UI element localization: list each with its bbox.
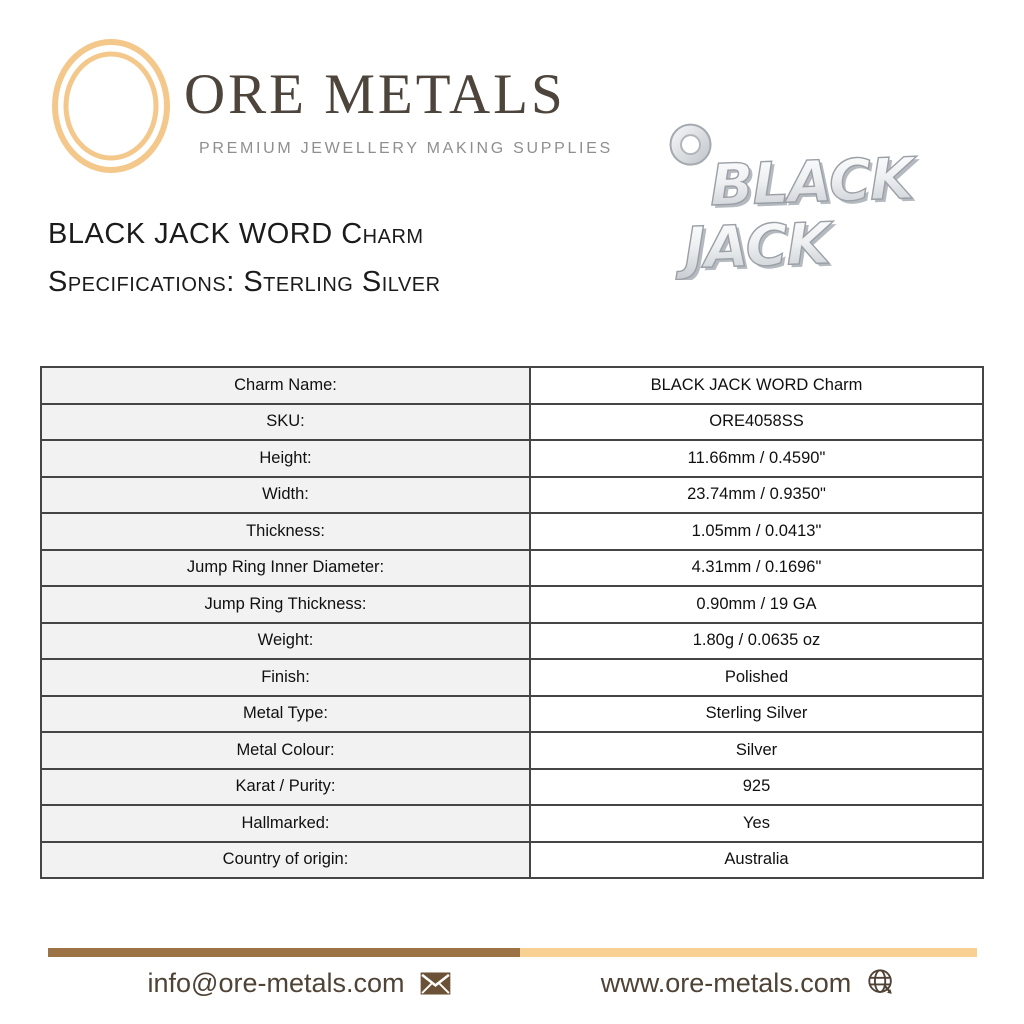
- spec-row: Hallmarked: Yes: [40, 804, 984, 843]
- spec-label: Karat / Purity:: [40, 767, 531, 806]
- website-link[interactable]: www.ore-metals.com: [600, 967, 852, 998]
- title-block: BLACK JACK WORD Charm Specifications: St…: [48, 220, 441, 297]
- footer-divider: [48, 948, 977, 957]
- spec-row: Jump Ring Thickness: 0.90mm / 19 GA: [40, 585, 984, 624]
- spec-label: SKU:: [40, 402, 531, 441]
- envelope-icon: [420, 971, 450, 995]
- spec-row: Charm Name: BLACK JACK WORD Charm: [40, 366, 984, 405]
- spec-label: Height:: [40, 439, 531, 478]
- brand-name: ORE METALS: [184, 63, 566, 126]
- spec-value: 23.74mm / 0.9350": [529, 475, 984, 514]
- spec-value: ORE4058SS: [529, 402, 984, 441]
- product-title: BLACK JACK WORD Charm: [48, 218, 424, 250]
- globe-icon: [868, 969, 893, 994]
- footer-email-group: info@ore-metals.com: [48, 968, 520, 999]
- email-link[interactable]: info@ore-metals.com: [147, 967, 405, 998]
- spec-value: Australia: [529, 840, 984, 879]
- spec-label: Width:: [40, 475, 531, 514]
- spec-value: BLACK JACK WORD Charm: [529, 366, 984, 405]
- brand-logo-rings-icon: [52, 39, 170, 173]
- spec-label: Charm Name:: [40, 366, 531, 405]
- spec-row: Karat / Purity: 925: [40, 767, 984, 806]
- spec-value: Yes: [529, 804, 984, 843]
- spec-value: 1.80g / 0.0635 oz: [529, 621, 984, 660]
- spec-label: Country of origin:: [40, 840, 531, 879]
- spec-label: Metal Colour:: [40, 731, 531, 770]
- brand-tagline: PREMIUM JEWELLERY MAKING SUPPLIES: [199, 140, 613, 157]
- spec-row: SKU: ORE4058SS: [40, 402, 984, 441]
- spec-value: Silver: [529, 731, 984, 770]
- spec-label: Jump Ring Inner Diameter:: [40, 548, 531, 587]
- footer: info@ore-metals.com www.ore-metals.com: [48, 960, 977, 1006]
- divider-tan-segment: [520, 948, 977, 957]
- divider-brown-segment: [48, 948, 520, 957]
- spec-row: Weight: 1.80g / 0.0635 oz: [40, 621, 984, 660]
- spec-table-body: Charm Name: BLACK JACK WORD Charm SKU: ORE4…: [40, 366, 984, 879]
- spec-label: Thickness:: [40, 512, 531, 551]
- spec-value: 925: [529, 767, 984, 806]
- spec-label: Metal Type:: [40, 694, 531, 733]
- spec-table: Charm Name: BLACK JACK WORD Charm SKU: ORE4…: [40, 366, 984, 879]
- spec-label: Jump Ring Thickness:: [40, 585, 531, 624]
- svg-text:BLACK: BLACK: [712, 149, 922, 222]
- spec-value: Polished: [529, 658, 984, 697]
- product-subtitle: Specifications: Sterling Silver: [48, 266, 441, 298]
- charm-graphic: BLACK JACK BLACK JACK: [669, 123, 922, 285]
- spec-row: Metal Colour: Silver: [40, 731, 984, 770]
- spec-value: 0.90mm / 19 GA: [529, 585, 984, 624]
- footer-website-group: www.ore-metals.com: [520, 968, 977, 999]
- spec-value: 1.05mm / 0.0413": [529, 512, 984, 551]
- charm-word-black: BLACK: [709, 146, 919, 219]
- spec-row: Jump Ring Inner Diameter: 4.31mm / 0.1696…: [40, 548, 984, 587]
- charm-word-jack: JACK: [673, 211, 836, 280]
- spec-value: 11.66mm / 0.4590": [529, 439, 984, 478]
- spec-value: Sterling Silver: [529, 694, 984, 733]
- spec-label: Finish:: [40, 658, 531, 697]
- spec-row: Country of origin: Australia: [40, 840, 984, 879]
- spec-value: 4.31mm / 0.1696": [529, 548, 984, 587]
- spec-row: Finish: Polished: [40, 658, 984, 697]
- spec-label: Weight:: [40, 621, 531, 660]
- svg-text:JACK: JACK: [676, 214, 839, 280]
- spec-label: Hallmarked:: [40, 804, 531, 843]
- spec-row: Height: 11.66mm / 0.4590": [40, 439, 984, 478]
- product-image: BLACK JACK BLACK JACK: [645, 90, 950, 285]
- spec-row: Width: 23.74mm / 0.9350": [40, 475, 984, 514]
- spec-row: Metal Type: Sterling Silver: [40, 694, 984, 733]
- spec-row: Thickness: 1.05mm / 0.0413": [40, 512, 984, 551]
